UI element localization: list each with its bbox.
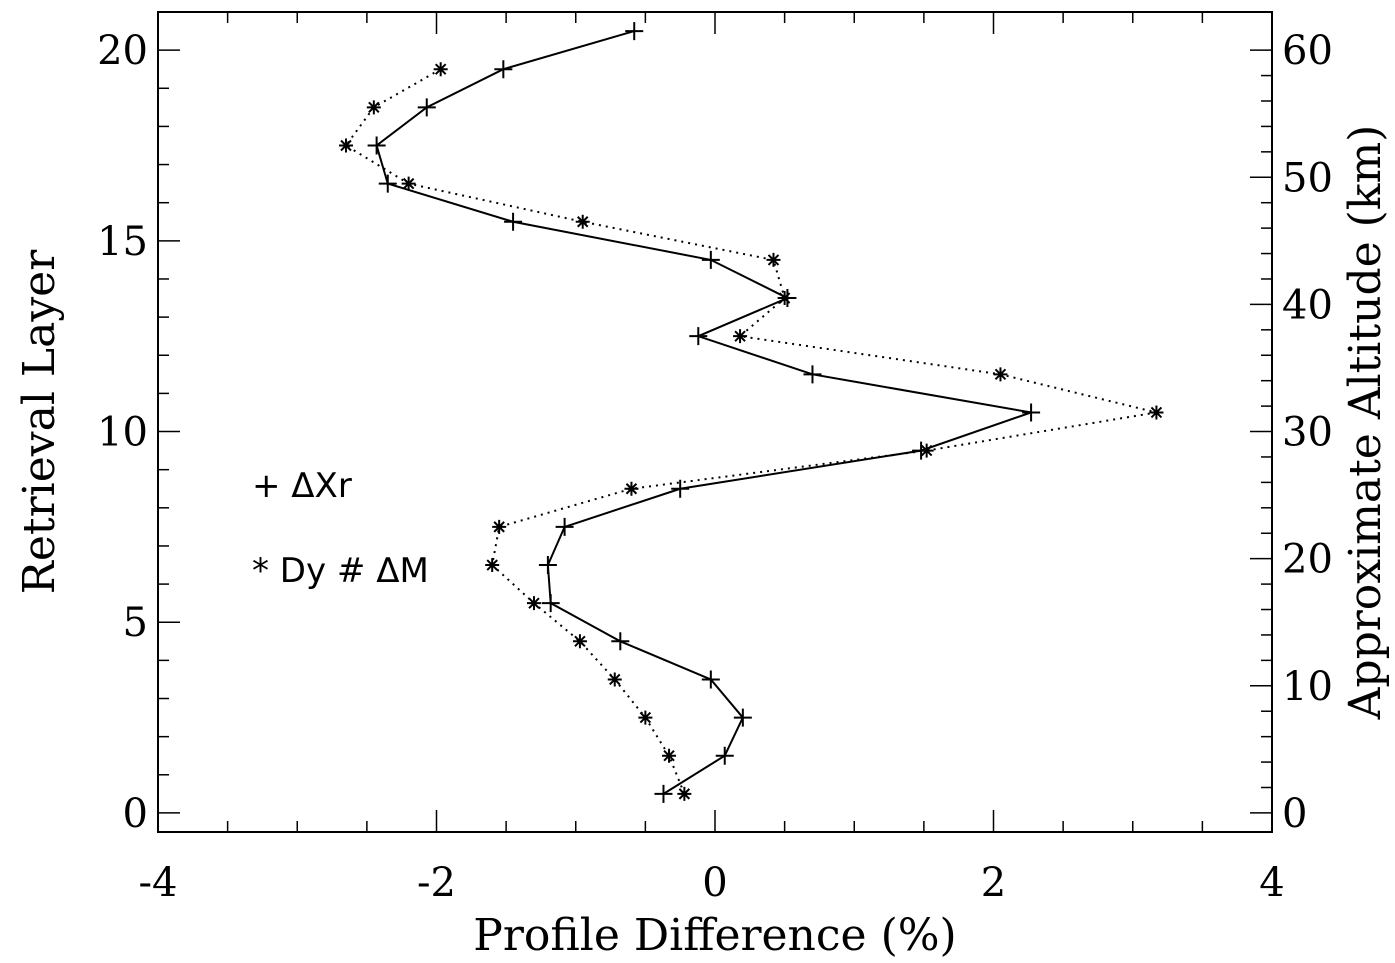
point-marker (526, 596, 541, 611)
point-marker (541, 594, 560, 613)
point-marker (766, 252, 781, 267)
series-plus (367, 22, 1041, 803)
x-axis-label: Profile Difference (%) (473, 910, 956, 961)
x-tick-label: 0 (702, 860, 727, 906)
y-tick-label: 0 (123, 791, 148, 837)
legend-entry-label: + ΔXr (252, 466, 352, 506)
point-marker (401, 176, 416, 191)
plot-frame (157, 11, 1273, 833)
point-marker (733, 708, 752, 727)
point-marker (671, 479, 690, 498)
y2-tick-label: 10 (1282, 664, 1333, 710)
x-tick-label: -4 (139, 860, 178, 906)
x-tick-label: 2 (981, 860, 1006, 906)
y-axis-label: Retrieval Layer (14, 249, 65, 594)
y2-tick-label: 30 (1282, 410, 1333, 456)
y2-axis-label: Approximate Altitude (km) (1340, 125, 1391, 721)
y-tick-label: 15 (97, 219, 148, 265)
point-marker (367, 136, 386, 155)
point-marker (701, 250, 720, 269)
point-marker (715, 746, 734, 765)
point-marker (575, 214, 590, 229)
point-marker (572, 634, 587, 649)
point-marker (607, 672, 622, 687)
point-marker (555, 517, 574, 536)
y-tick-label: 10 (97, 410, 148, 456)
point-marker (338, 138, 353, 153)
point-marker (417, 98, 436, 117)
point-marker (777, 291, 792, 306)
point-marker (494, 60, 513, 79)
point-marker (611, 632, 630, 651)
y-tick-label: 20 (97, 28, 148, 74)
y2-tick-label: 60 (1282, 28, 1333, 74)
point-marker (677, 786, 692, 801)
point-marker (993, 367, 1008, 382)
point-marker (492, 519, 507, 534)
y2-tick-label: 40 (1282, 282, 1333, 328)
point-marker (662, 748, 677, 763)
series-line (344, 68, 1157, 795)
point-marker (638, 710, 653, 725)
point-marker (1149, 405, 1164, 420)
x-tick-label: 4 (1259, 860, 1284, 906)
point-marker (733, 329, 748, 344)
point-marker (803, 365, 822, 384)
point-marker (654, 784, 673, 803)
y2-tick-label: 0 (1282, 791, 1307, 837)
point-marker (378, 174, 397, 193)
x-tick-label: -2 (417, 860, 456, 906)
y2-tick-label: 20 (1282, 537, 1333, 583)
series-layer (338, 22, 1164, 803)
point-marker (625, 22, 644, 41)
legend-entry-label: * Dy # ΔM (252, 551, 429, 591)
point-marker (624, 481, 639, 496)
y2-tick-label: 50 (1282, 155, 1333, 201)
point-marker (919, 443, 934, 458)
point-marker (433, 62, 448, 77)
point-marker (504, 212, 523, 231)
point-marker (538, 556, 557, 575)
y-tick-label: 5 (123, 600, 148, 646)
point-marker (701, 670, 720, 689)
series-star (338, 62, 1164, 801)
point-marker (689, 327, 708, 346)
point-marker (366, 100, 381, 115)
point-marker (1022, 403, 1041, 422)
point-marker (485, 558, 500, 573)
legend: + ΔXr * Dy # ΔM (252, 466, 429, 591)
